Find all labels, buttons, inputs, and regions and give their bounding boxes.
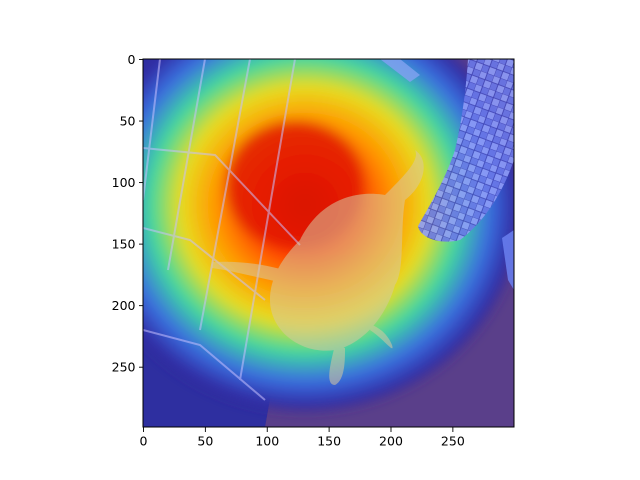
x-tick-label: 250	[441, 434, 465, 449]
x-axis: 0 50 100 150 200 250	[140, 427, 465, 449]
heatmap-image	[143, 59, 514, 427]
x-tick-label: 50	[197, 434, 213, 449]
x-tick-label: 200	[379, 434, 403, 449]
y-tick-label: 50	[120, 114, 136, 129]
x-tick-label: 100	[255, 434, 279, 449]
x-tick-label: 150	[317, 434, 341, 449]
y-tick-label: 100	[112, 175, 136, 190]
y-axis: 0 50 100 150 200 250	[112, 52, 144, 375]
x-tick-label: 0	[140, 434, 148, 449]
axes-frame	[142, 58, 515, 428]
y-tick-label: 250	[112, 360, 136, 375]
y-tick-label: 200	[112, 298, 136, 313]
y-tick-label: 0	[128, 52, 136, 67]
y-tick-label: 150	[112, 237, 136, 252]
